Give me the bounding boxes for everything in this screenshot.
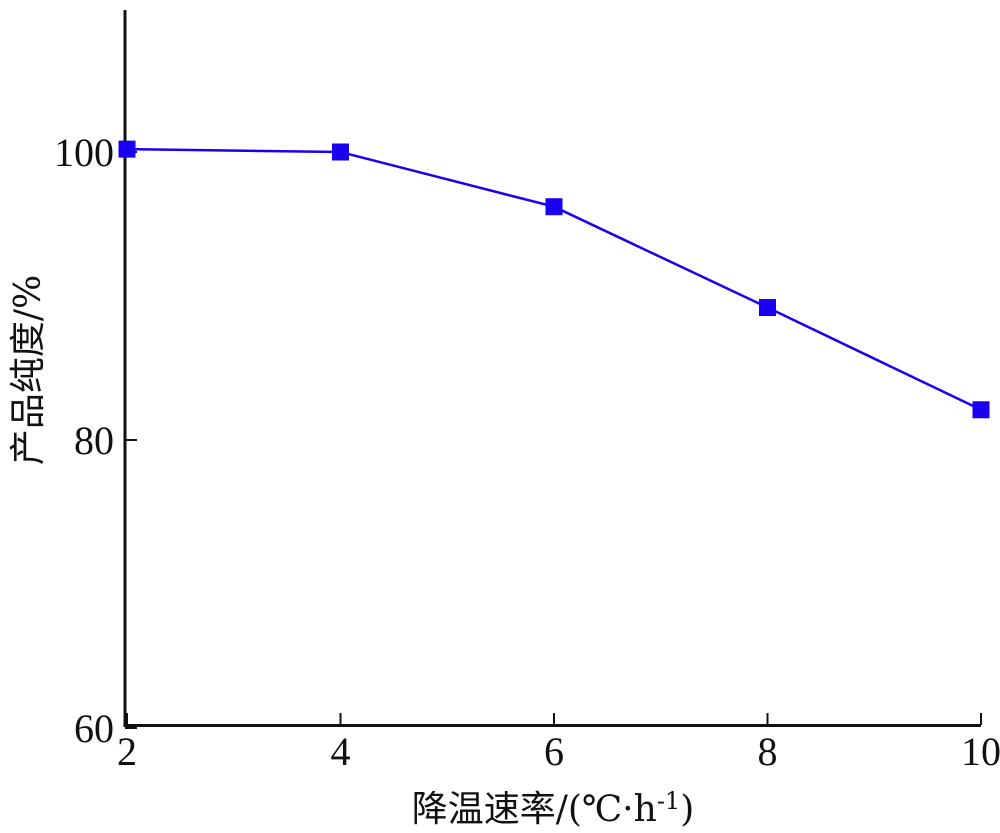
data-point-marker	[759, 299, 776, 317]
x-tick-label: 8	[758, 729, 778, 774]
x-tick-label: 4	[331, 729, 351, 774]
x-tick-label: 6	[544, 729, 564, 774]
x-ticks: 2 4 6 8 10	[117, 713, 1000, 774]
data-point-marker	[118, 140, 136, 158]
x-tick-label: 2	[117, 729, 137, 774]
y-ticks: 60 80 100	[54, 130, 137, 751]
axes	[123, 10, 981, 727]
x-tick-label: 10	[961, 729, 1000, 774]
series-line	[126, 147, 982, 411]
data-point-marker	[332, 143, 349, 161]
x-axis-title: 降温速率/(℃·h-1)	[412, 787, 695, 830]
y-tick-label: 100	[54, 130, 114, 175]
y-axis-title: 产品纯度/%	[8, 275, 49, 465]
data-point-marker	[972, 401, 990, 419]
y-tick-label: 80	[74, 418, 114, 463]
series-layer	[118, 140, 990, 419]
y-tick-label: 60	[74, 706, 114, 751]
data-point-marker	[545, 198, 563, 216]
